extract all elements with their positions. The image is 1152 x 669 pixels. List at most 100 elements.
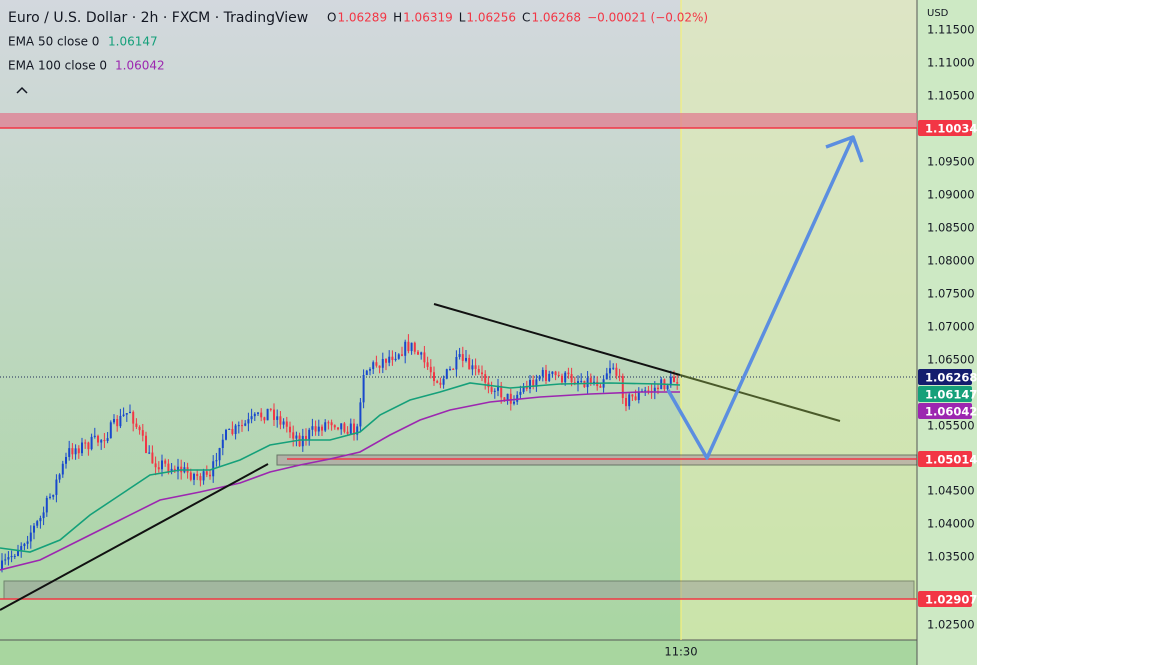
- candle-body: [119, 415, 122, 427]
- candle-body: [279, 416, 282, 425]
- collapse-button[interactable]: [16, 86, 28, 94]
- price-tag-bg: [918, 451, 972, 467]
- ohlc-value: 1.06256: [466, 11, 516, 25]
- candle-body: [503, 397, 506, 401]
- candle-body: [407, 341, 410, 352]
- candle-body: [193, 473, 195, 480]
- candle-body: [55, 479, 58, 495]
- candle-body: [301, 435, 304, 447]
- candle-body: [109, 422, 112, 439]
- candle-body: [445, 369, 448, 379]
- candle-body: [260, 412, 263, 418]
- candle-body: [199, 476, 202, 481]
- candle-body: [618, 375, 621, 377]
- demand-zone: [3, 580, 915, 600]
- candle-body: [404, 341, 407, 356]
- candle-body: [461, 354, 464, 361]
- candle-body: [525, 387, 528, 389]
- candle-body: [189, 472, 192, 480]
- candle-body: [333, 425, 336, 428]
- candle-body: [49, 496, 51, 498]
- candle-body: [647, 390, 650, 392]
- candle-body: [599, 386, 602, 388]
- candle-body: [225, 429, 227, 440]
- candle-body: [247, 419, 250, 424]
- candle-body: [391, 356, 394, 361]
- candle-body: [116, 419, 119, 427]
- candle-body: [570, 374, 573, 383]
- candle-body: [282, 421, 285, 425]
- price-label: 1.08500: [927, 221, 975, 235]
- candle-body: [1, 560, 3, 570]
- candle-body: [113, 419, 115, 423]
- candle-body: [29, 532, 32, 542]
- candle-body: [148, 452, 151, 454]
- candle-body: [61, 463, 64, 475]
- trend-line: [679, 374, 841, 422]
- candle-body: [177, 466, 179, 472]
- candle-body: [33, 525, 35, 533]
- candle-body: [458, 354, 461, 357]
- candle-body: [551, 371, 554, 374]
- candle-body: [308, 429, 311, 440]
- ohlc-value: 1.06268: [531, 11, 581, 25]
- candle-body: [413, 342, 416, 352]
- price-label: 1.07000: [927, 320, 975, 334]
- candle-body: [493, 390, 496, 392]
- indicator-name: EMA 100 close 0: [8, 59, 107, 73]
- candle-body: [23, 543, 26, 547]
- time-label: 11:30: [664, 645, 697, 659]
- candle-body: [145, 435, 147, 453]
- price-label: 1.07500: [927, 287, 975, 301]
- ohlc-label: O: [327, 11, 336, 25]
- candle-body: [215, 460, 218, 462]
- candle-body: [90, 436, 93, 450]
- time-axis-bg: [0, 640, 917, 665]
- candle-body: [244, 423, 247, 426]
- candle-body: [317, 426, 320, 432]
- ohlc-label: L: [459, 11, 466, 25]
- candle-body: [26, 541, 29, 544]
- candle-body: [433, 372, 435, 382]
- candle-body: [375, 362, 378, 366]
- candle-body: [39, 518, 42, 522]
- price-tag: 1.02907: [925, 593, 977, 607]
- candle-body: [615, 367, 618, 376]
- ohlc-value: 1.06289: [337, 11, 387, 25]
- candle-body: [97, 435, 99, 443]
- candle-body: [567, 372, 570, 375]
- candle-body: [605, 373, 608, 380]
- candle-body: [362, 374, 365, 403]
- ohlc-label: C: [522, 11, 530, 25]
- candle-body: [500, 385, 503, 398]
- candle-body: [612, 367, 615, 369]
- trend-line: [433, 303, 681, 376]
- candle-body: [202, 471, 205, 481]
- projection-arrow: [666, 135, 864, 460]
- candle-body: [522, 387, 525, 392]
- candle-body: [135, 423, 138, 427]
- candle-body: [609, 368, 611, 374]
- candle-body: [439, 382, 442, 385]
- candle-body: [410, 342, 413, 352]
- ema-100: [0, 391, 680, 571]
- price-tag: 1.10034: [925, 122, 977, 136]
- candle-body: [625, 397, 627, 407]
- candle-body: [497, 385, 499, 391]
- candle-body: [535, 379, 538, 387]
- candle-body: [509, 393, 512, 404]
- candle-body: [337, 427, 339, 430]
- candle-body: [132, 411, 135, 424]
- price-tag-bg: [918, 386, 972, 402]
- price-tag: 1.06268: [925, 371, 977, 385]
- candle-body: [298, 435, 301, 447]
- candle-body: [321, 426, 323, 431]
- candle-body: [7, 557, 10, 560]
- price-label: 1.09500: [927, 155, 975, 169]
- resistance-zone: [0, 113, 917, 128]
- candle-body: [81, 442, 83, 454]
- candle-body: [87, 442, 90, 450]
- candle-body: [513, 401, 515, 404]
- candle-body: [161, 460, 163, 470]
- candle-body: [237, 425, 240, 427]
